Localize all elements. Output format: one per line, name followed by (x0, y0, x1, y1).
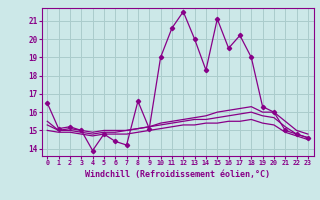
X-axis label: Windchill (Refroidissement éolien,°C): Windchill (Refroidissement éolien,°C) (85, 170, 270, 179)
